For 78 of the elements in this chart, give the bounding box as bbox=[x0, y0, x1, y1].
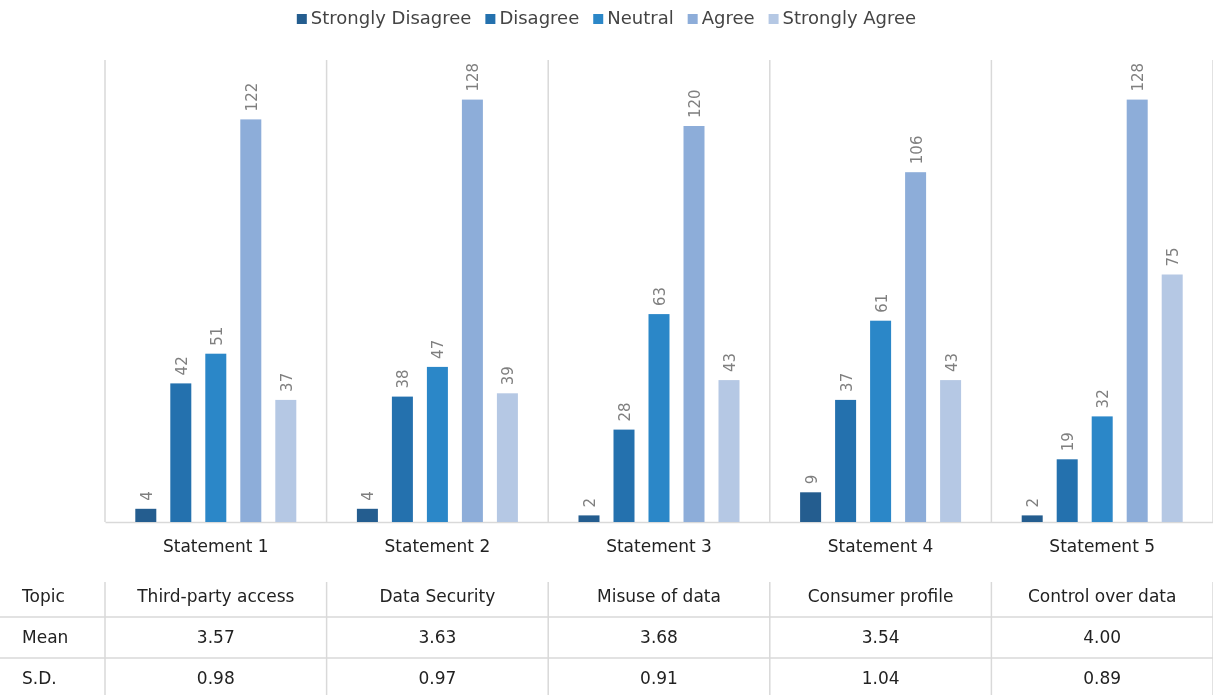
bar bbox=[1021, 515, 1043, 522]
x-tick-label: Statement 3 bbox=[606, 536, 712, 557]
bar bbox=[648, 314, 670, 522]
data-label: 0.91 bbox=[640, 668, 678, 689]
data-label: 32 bbox=[1094, 389, 1113, 409]
data-label: 122 bbox=[242, 82, 261, 112]
data-label: 37 bbox=[837, 372, 856, 392]
data-label: 37 bbox=[277, 372, 296, 392]
legend-label: Strongly Agree bbox=[782, 7, 917, 28]
bar bbox=[1091, 416, 1113, 522]
category-label: Third-party access bbox=[136, 586, 295, 607]
category-label: Misuse of data bbox=[597, 586, 721, 607]
data-label: 51 bbox=[207, 326, 226, 346]
category-label: Control over data bbox=[1027, 586, 1177, 607]
bar bbox=[1161, 274, 1183, 522]
data-label: 28 bbox=[616, 402, 634, 422]
data-label: 3.57 bbox=[196, 627, 235, 648]
data-label: 3.68 bbox=[640, 627, 678, 648]
data-label: 75 bbox=[1164, 247, 1183, 267]
data-label: 43 bbox=[942, 353, 961, 373]
legend-label: Disagree bbox=[499, 7, 580, 28]
category-label: Consumer profile bbox=[807, 586, 954, 607]
data-label: 4.00 bbox=[1083, 627, 1122, 648]
bar bbox=[170, 383, 192, 522]
data-label: 120 bbox=[686, 89, 704, 118]
data-label: 0.98 bbox=[196, 668, 235, 689]
data-label: 63 bbox=[651, 287, 669, 307]
legend-label: Agree bbox=[701, 7, 755, 28]
x-tick-label: Statement 4 bbox=[827, 536, 934, 557]
text: Mean bbox=[22, 627, 69, 648]
data-label: 43 bbox=[721, 353, 739, 373]
bar bbox=[205, 353, 227, 522]
bar bbox=[940, 380, 962, 522]
bar bbox=[275, 399, 297, 522]
bar bbox=[496, 393, 518, 522]
data-label: 19 bbox=[1059, 432, 1078, 452]
text: Topic bbox=[21, 586, 65, 607]
x-tick-label: Statement 1 bbox=[162, 536, 269, 557]
bar bbox=[718, 380, 740, 522]
data-label: 9 bbox=[802, 474, 821, 485]
bar bbox=[135, 508, 157, 522]
legend-label: Neutral bbox=[607, 7, 674, 28]
data-label: 3.63 bbox=[418, 627, 457, 648]
data-label: 42 bbox=[172, 356, 191, 376]
data-label: 3.54 bbox=[861, 627, 900, 648]
data-label: 2 bbox=[1024, 497, 1043, 508]
bar bbox=[1056, 459, 1078, 522]
bar bbox=[683, 126, 705, 522]
text: S.D. bbox=[22, 668, 57, 689]
bar bbox=[613, 429, 635, 522]
bar bbox=[578, 515, 600, 522]
data-label: 47 bbox=[429, 339, 448, 359]
data-label: 4 bbox=[359, 491, 378, 501]
data-label: 0.97 bbox=[418, 668, 457, 689]
data-label: 2 bbox=[581, 497, 599, 508]
bar bbox=[240, 119, 262, 522]
data-label: 38 bbox=[394, 369, 413, 389]
bar bbox=[426, 366, 448, 522]
data-label: 4 bbox=[137, 491, 156, 501]
data-label: 128 bbox=[1129, 62, 1148, 92]
data-label: 0.89 bbox=[1083, 668, 1122, 689]
x-tick-label: Statement 2 bbox=[384, 536, 491, 557]
x-tick-label: Statement 5 bbox=[1049, 536, 1156, 557]
category-label: Data Security bbox=[379, 586, 496, 607]
data-label: 61 bbox=[872, 293, 891, 313]
bar bbox=[356, 508, 378, 522]
bar bbox=[870, 320, 892, 522]
bar bbox=[800, 492, 822, 522]
bar bbox=[461, 99, 483, 522]
bar bbox=[391, 396, 413, 522]
bar bbox=[835, 399, 857, 522]
data-label: 106 bbox=[907, 135, 926, 165]
legend-label: Strongly Disagree bbox=[310, 7, 472, 28]
bar bbox=[905, 172, 927, 522]
data-label: 39 bbox=[499, 366, 518, 386]
data-label: 1.04 bbox=[861, 668, 900, 689]
bar bbox=[1126, 99, 1148, 522]
data-label: 128 bbox=[464, 62, 483, 92]
